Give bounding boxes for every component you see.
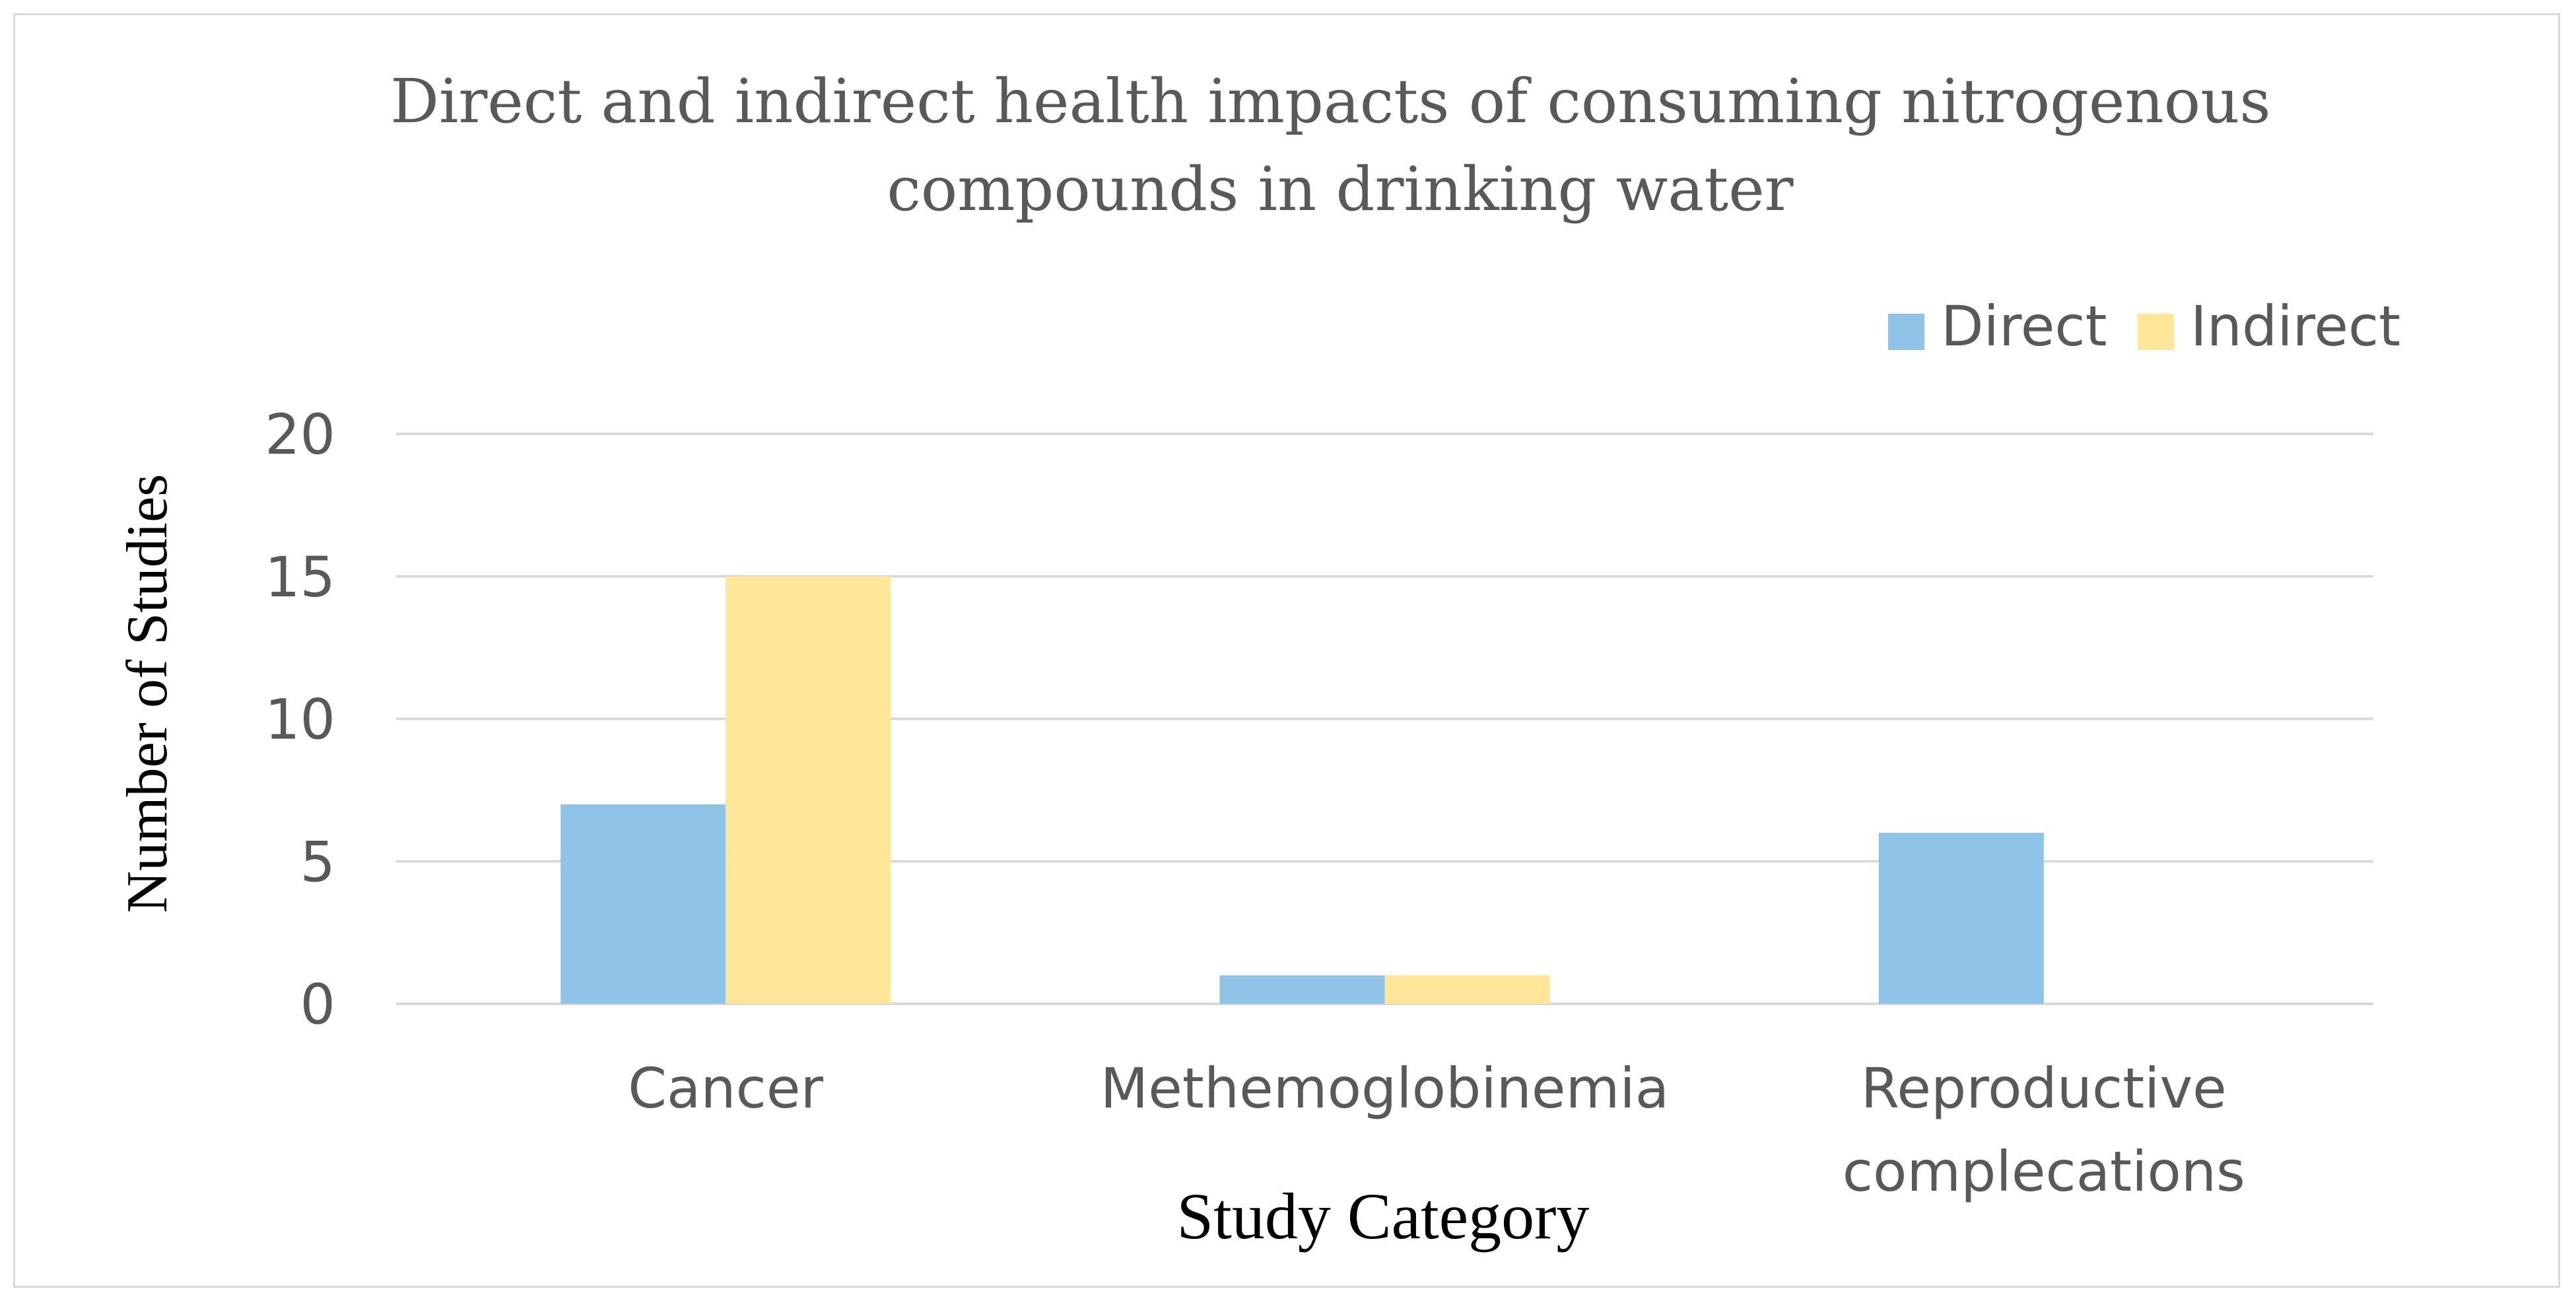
y-tick-label-0: 0 [300,972,335,1037]
bars [560,576,2044,1004]
chart-title-line-1: Direct and indirect health impacts of co… [390,66,2270,137]
bar-direct-reproductive-complecations [1878,833,2044,1004]
y-tick-label-10: 10 [265,687,335,752]
x-tick-label-line: Cancer [628,1056,823,1121]
bar-direct-methemoglobinemia [1219,975,1385,1004]
legend-label-direct: Direct [1941,294,2107,359]
bar-direct-cancer [560,804,726,1004]
bar-indirect-cancer [726,576,891,1004]
x-tick-label-line: complecations [1843,1139,2245,1204]
legend-swatch-direct [1888,314,1924,350]
x-tick-labels: Cancer Methemoglobinemia Reproductive compl… [628,1056,2245,1204]
y-tick-label-20: 20 [265,402,335,467]
x-tick-label-line: Methemoglobinemia [1101,1056,1670,1121]
legend-swatch-indirect [2138,314,2174,350]
legend: Direct Indirect [1888,294,2400,359]
x-tick-label-reproductive-complecations: Reproductive complecations [1843,1056,2245,1204]
y-tick-labels: 0 5 10 15 20 [265,402,335,1037]
x-axis-title: Study Category [1177,1180,1590,1253]
y-axis-title: Number of Studies [116,474,180,913]
y-tick-label-15: 15 [265,545,335,610]
chart-title: Direct and indirect health impacts of co… [390,66,2290,225]
y-tick-label-5: 5 [300,829,335,894]
x-tick-label-line: Reproductive [1861,1056,2227,1121]
bar-indirect-methemoglobinemia [1384,975,1550,1004]
chart-title-line-2: compounds in drinking water [887,154,1793,225]
x-tick-label-cancer: Cancer [628,1056,823,1121]
x-tick-label-methemoglobinemia: Methemoglobinemia [1101,1056,1670,1121]
legend-label-indirect: Indirect [2190,294,2400,359]
chart-frame [13,13,2560,1288]
